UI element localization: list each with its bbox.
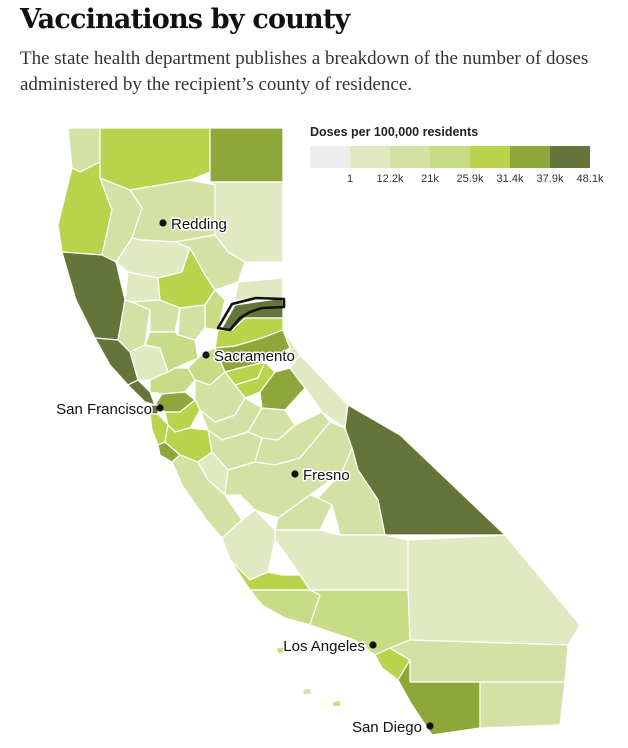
- county-monterey[interactable]: [171, 454, 243, 539]
- legend-swatch-4: [470, 146, 510, 168]
- county-imperial[interactable]: [479, 681, 566, 729]
- county-los-angeles[interactable]: [309, 589, 411, 656]
- legend-swatch-1: [350, 146, 390, 168]
- county-sierra[interactable]: [234, 277, 284, 301]
- legend-color-scale: [310, 146, 590, 168]
- legend-tick-1: 12.2k: [376, 173, 404, 185]
- legend-tick-3: 25.9k: [456, 173, 484, 185]
- legend-tick-2: 21k: [421, 173, 439, 185]
- city-dot-icon: [426, 722, 434, 730]
- legend-tick-6: 48.1k: [576, 173, 604, 185]
- city-marker-san-diego: San Diego: [350, 718, 434, 738]
- legend-title: Doses per 100,000 residents: [310, 125, 479, 139]
- city-label-redding: Redding: [171, 216, 227, 233]
- county-ventura[interactable]: [249, 589, 321, 626]
- city-marker-san-francisco: San Francisco: [55, 400, 164, 420]
- city-dot-icon: [291, 470, 299, 478]
- legend-swatch-6: [550, 146, 590, 168]
- city-label-san-francisco: San Francisco: [56, 401, 152, 418]
- legend-swatch-3: [430, 146, 470, 168]
- county-mendocino[interactable]: [61, 251, 126, 341]
- highlighted-county-outline: [216, 296, 286, 332]
- county-yolo[interactable]: [144, 331, 199, 373]
- county-modoc[interactable]: [209, 127, 284, 183]
- city-label-los-angeles: Los Angeles: [283, 638, 365, 655]
- city-dot-icon: [369, 641, 377, 649]
- channel-island: [301, 687, 313, 696]
- channel-island: [331, 699, 342, 708]
- city-dot-icon: [159, 219, 167, 227]
- page-subtitle: The state health department publishes a …: [20, 48, 589, 95]
- legend-swatch-5: [510, 146, 550, 168]
- channel-island: [275, 645, 291, 655]
- city-marker-redding: Redding: [159, 215, 228, 235]
- legend-swatch-0: [310, 146, 350, 168]
- legend-tick-5: 37.9k: [536, 173, 564, 185]
- city-marker-fresno: Fresno: [291, 466, 351, 486]
- city-dot-icon: [156, 404, 164, 412]
- city-marker-sacramento: Sacramento: [202, 347, 296, 367]
- city-label-sacramento: Sacramento: [214, 348, 295, 365]
- county-riverside[interactable]: [389, 639, 569, 683]
- city-label-san-diego: San Diego: [352, 719, 422, 736]
- legend-tick-4: 31.4k: [496, 173, 524, 185]
- page-title: Vaccinations by county: [20, 4, 350, 35]
- county-san-bernardino[interactable]: [407, 534, 581, 646]
- legend-tick-0: 1: [346, 173, 354, 185]
- city-dot-icon: [202, 351, 210, 359]
- city-marker-los-angeles: Los Angeles: [282, 637, 377, 657]
- legend-swatch-2: [390, 146, 430, 168]
- county-marin[interactable]: [127, 379, 156, 406]
- county-sutter[interactable]: [177, 304, 206, 341]
- city-label-fresno: Fresno: [303, 467, 350, 484]
